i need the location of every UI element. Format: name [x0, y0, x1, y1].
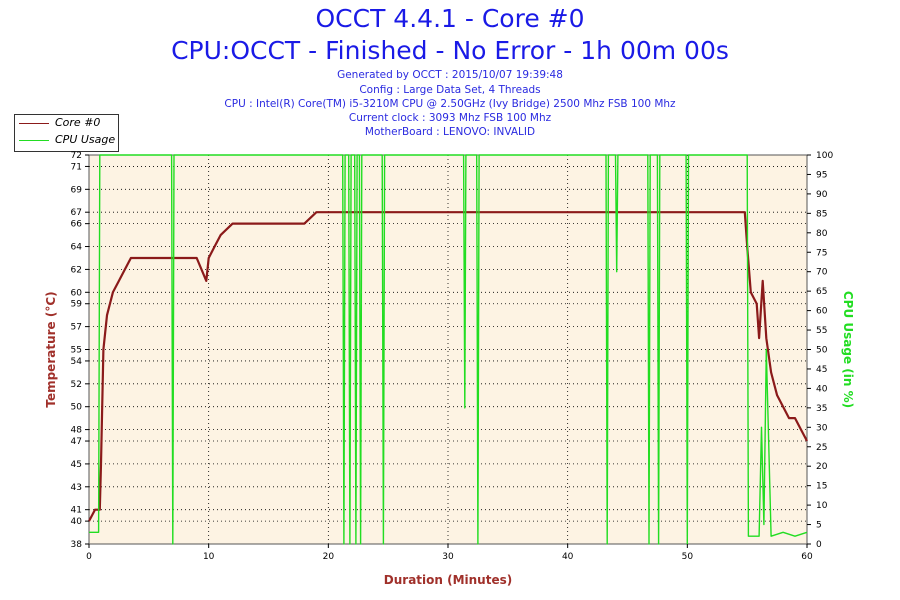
x-tick-label: 0: [86, 552, 92, 562]
y-left-tick-label: 50: [71, 403, 83, 413]
series-line-core: [88, 211, 808, 522]
y-right-tick-label: 100: [816, 151, 833, 161]
y-right-tick-label: 90: [816, 190, 828, 200]
y-right-tick-label: 75: [816, 248, 827, 258]
x-tick-label: 50: [682, 552, 694, 562]
legend-swatch-core: [19, 123, 49, 124]
legend-swatch-cpu-usage: [19, 140, 49, 141]
legend-label-core: Core #0: [55, 116, 101, 129]
y-right-tick-label: 20: [816, 462, 828, 472]
legend-item-core: Core #0: [15, 115, 118, 132]
y-left-tick-label: 54: [71, 357, 83, 367]
y-left-tick-label: 66: [71, 220, 83, 230]
y-right-tick-label: 80: [816, 229, 828, 239]
y-left-tick-label: 71: [71, 162, 82, 172]
y-right-tick-label: 5: [816, 521, 822, 531]
x-tick-label: 20: [323, 552, 335, 562]
x-tick-label: 30: [442, 552, 454, 562]
y-right-tick-label: 15: [816, 482, 827, 492]
x-tick-label: 60: [801, 552, 813, 562]
y-left-tick-label: 69: [71, 185, 83, 195]
x-tick-label: 10: [203, 552, 215, 562]
chart-title: OCCT 4.4.1 - Core #0: [315, 4, 585, 33]
y-left-tick-label: 60: [71, 288, 83, 298]
y-right-tick-label: 55: [816, 326, 827, 336]
y-right-tick-label: 95: [816, 170, 827, 180]
series-line-cpu-usage: [89, 154, 808, 545]
y-left-tick-label: 72: [71, 151, 82, 161]
y-right-tick-label: 25: [816, 443, 827, 453]
y-right-tick-label: 0: [816, 540, 822, 550]
legend-item-cpu-usage: CPU Usage: [15, 132, 118, 149]
y-left-tick-label: 67: [71, 208, 82, 218]
y-left-tick-label: 52: [71, 380, 82, 390]
y-right-tick-label: 45: [816, 365, 827, 375]
y-left-tick-label: 38: [71, 540, 83, 550]
y-right-tick-label: 85: [816, 209, 827, 219]
y-left-tick-label: 62: [71, 265, 82, 275]
y-left-tick-label: 45: [71, 460, 82, 470]
y-left-tick-label: 59: [71, 300, 83, 310]
y-left-tick-label: 40: [71, 517, 83, 527]
y-right-tick-label: 70: [816, 268, 828, 278]
y-right-tick-label: 35: [816, 404, 827, 414]
plot-area: [89, 155, 807, 544]
y-left-tick-label: 43: [71, 483, 82, 493]
legend-label-cpu-usage: CPU Usage: [55, 133, 116, 146]
info-cpu: CPU : Intel(R) Core(TM) i5-3210M CPU @ 2…: [224, 98, 676, 110]
y-right-tick-label: 50: [816, 346, 828, 356]
info-config: Config : Large Data Set, 4 Threads: [359, 84, 541, 96]
y-right-tick-label: 10: [816, 501, 828, 511]
y-left-tick-label: 55: [71, 346, 82, 356]
y-left-tick-label: 64: [71, 243, 83, 253]
chart-subtitle: CPU:OCCT - Finished - No Error - 1h 00m …: [171, 36, 729, 65]
y-right-tick-label: 40: [816, 384, 828, 394]
y-right-axis-title: CPU Usage (in %): [841, 291, 855, 408]
chart-legend: Core #0 CPU Usage: [14, 114, 119, 152]
y-left-tick-label: 48: [71, 426, 83, 436]
y-left-tick-label: 41: [71, 506, 82, 516]
info-motherboard: MotherBoard : LENOVO: INVALID: [364, 126, 536, 138]
info-clock: Current clock : 3093 Mhz FSB 100 Mhz: [348, 112, 552, 124]
y-left-tick-label: 57: [71, 323, 82, 333]
x-tick-label: 40: [562, 552, 574, 562]
x-axis-title: Duration (Minutes): [384, 573, 512, 587]
y-left-axis-title: Temperature (°C): [44, 291, 58, 407]
y-right-tick-label: 60: [816, 307, 828, 317]
y-left-tick-label: 47: [71, 437, 82, 447]
y-right-tick-label: 65: [816, 287, 827, 297]
info-generated: Generated by OCCT : 2015/10/07 19:39:48: [337, 69, 563, 81]
y-right-tick-label: 30: [816, 423, 828, 433]
